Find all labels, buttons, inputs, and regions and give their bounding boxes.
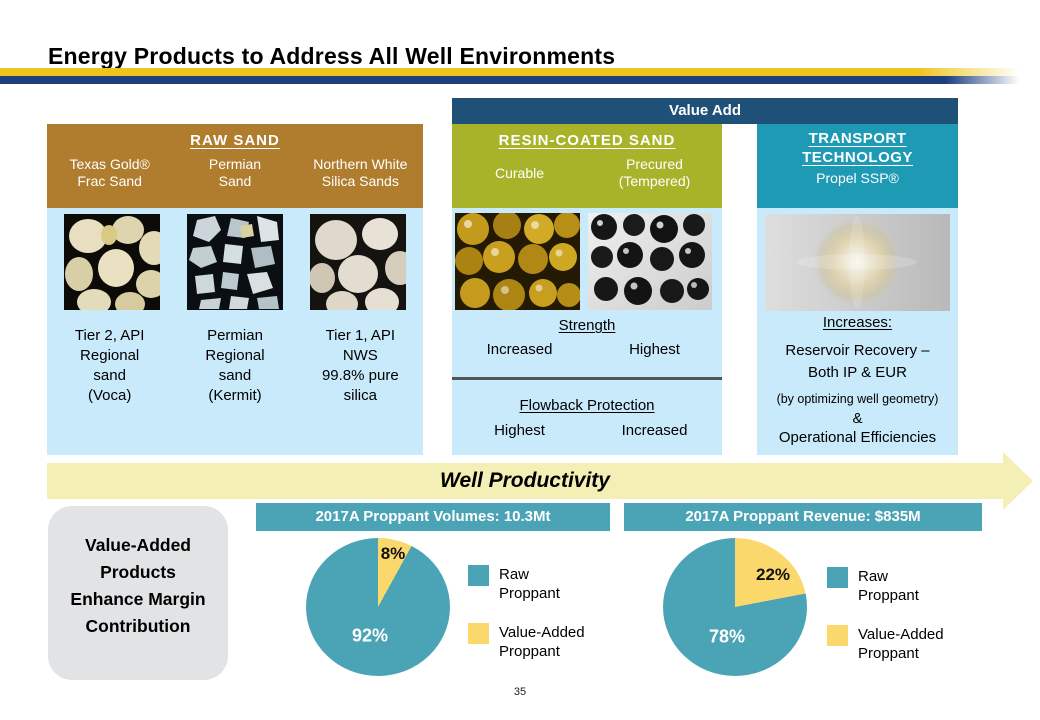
title-rule-gold: [0, 68, 1040, 76]
value-added-proppant-swatch: [468, 623, 489, 644]
desc-texas-gold: Tier 2, API Regional sand (Voca): [74, 327, 145, 404]
desc-northern-white: Tier 1, API NWS 99.8% pure silica: [321, 327, 399, 404]
product-name-texas-gold: Texas Gold® Frac Sand: [69, 156, 150, 189]
variant-curable: Curable: [494, 164, 545, 181]
legend-item-value-added-proppant: Value-Added Proppant: [468, 623, 585, 661]
benefit-ampersand: &: [852, 410, 863, 427]
revenue-legend: Raw Proppant Value-Added Proppant: [827, 567, 944, 663]
raw-proppant-swatch: [468, 565, 489, 586]
benefit-reservoir-recovery: Reservoir Recovery – Both IP & EUR: [785, 342, 930, 381]
strength-curable-value: Increased: [486, 341, 553, 358]
raw-sand-header: RAW SAND Texas Gold® Frac Sand Permian S…: [47, 124, 423, 208]
product-name-permian: Permian Sand: [208, 156, 262, 189]
resin-coated-panel: Strength Increased Highest Flowback Prot…: [452, 208, 722, 455]
revenue-pie-chart: 22% 78%: [663, 538, 807, 676]
volumes-chart-title: 2017A Proppant Volumes: 10.3Mt: [256, 503, 610, 531]
variant-precured: Precured (Tempered): [618, 156, 691, 189]
propel-ssp-photo: [765, 214, 950, 311]
resin-coated-title: RESIN-COATED SAND: [498, 132, 676, 149]
volumes-slice-label-value-added: 8%: [380, 544, 406, 563]
legend-item-value-added-proppant: Value-Added Proppant: [827, 625, 944, 663]
value-added-proppant-swatch: [827, 625, 848, 646]
revenue-slice-label-raw: 78%: [708, 626, 746, 647]
volumes-pie-chart: 8% 92%: [306, 538, 450, 676]
transport-header: TRANSPORT TECHNOLOGY Propel SSP®: [757, 124, 958, 208]
value-added-proppant-label: Value-Added Proppant: [499, 624, 585, 660]
increases-label: Increases:: [822, 314, 893, 331]
attr-strength-label: Strength: [558, 317, 616, 334]
desc-permian: Permian Regional sand (Kermit): [205, 327, 265, 404]
product-name-propel: Propel SSP®: [816, 170, 899, 186]
transport-panel: Increases: Reservoir Recovery – Both IP …: [757, 208, 958, 455]
title-rule-navy: [0, 76, 1040, 84]
precured-resin-sand-photo: [588, 213, 712, 310]
margin-contribution-box: Value-Added Products Enhance Margin Cont…: [48, 506, 228, 680]
raw-sand-title: RAW SAND: [190, 132, 280, 149]
benefit-operational-efficiencies: Operational Efficiencies: [778, 429, 937, 446]
attr-flowback-label: Flowback Protection: [519, 397, 655, 414]
texas-gold-sand-photo: [64, 214, 160, 310]
legend-item-raw-proppant: Raw Proppant: [827, 567, 944, 605]
page-number: 35: [513, 686, 527, 698]
benefit-note: (by optimizing well geometry): [776, 392, 939, 406]
flowback-curable-value: Highest: [494, 422, 545, 439]
raw-proppant-label: Raw Proppant: [858, 568, 919, 604]
volumes-legend: Raw Proppant Value-Added Proppant: [468, 565, 585, 661]
product-name-northern-white: Northern White Silica Sands: [313, 156, 408, 189]
raw-sand-panel: Tier 2, API Regional sand (Voca) Permian…: [47, 208, 423, 455]
resin-coated-header: RESIN-COATED SAND Curable Precured (Temp…: [452, 124, 722, 208]
revenue-chart-title: 2017A Proppant Revenue: $835M: [624, 503, 982, 531]
permian-sand-photo: [187, 214, 283, 310]
flowback-precured-value: Increased: [621, 422, 688, 439]
value-added-proppant-label: Value-Added Proppant: [858, 626, 944, 662]
page-title: Energy Products to Address All Well Envi…: [48, 43, 616, 70]
curable-resin-sand-photo: [455, 213, 580, 310]
well-productivity-arrow-body: [47, 463, 1003, 499]
transport-title: TRANSPORT TECHNOLOGY: [802, 130, 913, 166]
legend-item-raw-proppant: Raw Proppant: [468, 565, 585, 603]
northern-white-sand-photo: [310, 214, 406, 310]
revenue-slice-label-value-added: 22%: [755, 565, 791, 584]
strength-precured-value: Highest: [629, 341, 680, 358]
well-productivity-label: Well Productivity: [440, 469, 610, 492]
volumes-slice-label-raw: 92%: [351, 625, 389, 646]
value-add-banner: Value Add: [452, 98, 958, 124]
well-productivity-arrow-head: [1003, 452, 1033, 510]
raw-proppant-label: Raw Proppant: [499, 566, 560, 602]
attribute-divider: [452, 377, 722, 380]
margin-contribution-text: Value-Added Products Enhance Margin Cont…: [70, 535, 206, 636]
raw-proppant-swatch: [827, 567, 848, 588]
